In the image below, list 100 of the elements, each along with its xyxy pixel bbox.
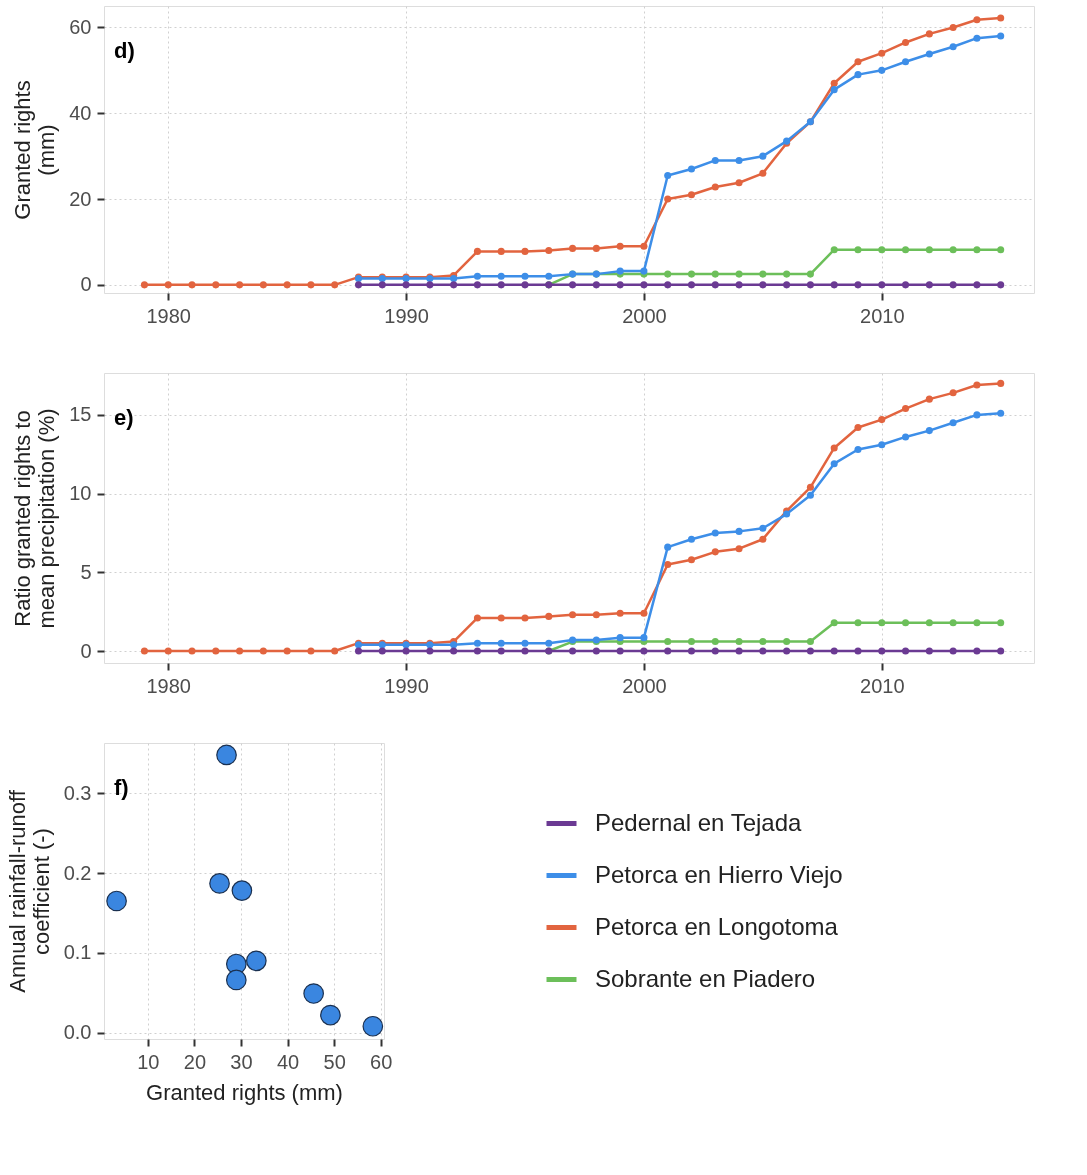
- point: [687, 535, 696, 543]
- point: [354, 647, 363, 655]
- point: [473, 639, 481, 647]
- x-axis-title: Granted rights (mm): [146, 1079, 343, 1105]
- point: [212, 647, 220, 655]
- point: [902, 433, 910, 441]
- point: [521, 647, 529, 655]
- point: [925, 30, 933, 38]
- y-tick-label: 0.2: [63, 861, 92, 884]
- point: [236, 281, 244, 289]
- point: [997, 647, 1005, 655]
- y-tick-label: 40: [69, 101, 92, 124]
- point: [783, 647, 791, 655]
- point: [735, 156, 743, 164]
- point: [497, 281, 505, 289]
- point: [711, 638, 719, 646]
- point: [616, 609, 624, 617]
- y-tick-label: 0.3: [63, 781, 92, 804]
- point: [616, 242, 624, 250]
- point: [225, 969, 247, 991]
- point: [711, 548, 719, 556]
- point: [878, 281, 886, 289]
- point: [473, 614, 481, 622]
- point: [664, 281, 672, 289]
- point: [783, 270, 791, 278]
- point: [711, 270, 719, 278]
- y-tick-label: 0: [80, 639, 92, 662]
- x-tick-label: 50: [323, 1050, 346, 1073]
- point: [830, 246, 838, 254]
- point: [664, 171, 672, 179]
- point: [830, 647, 838, 655]
- point: [735, 281, 743, 289]
- x-tick-label: 60: [370, 1050, 393, 1073]
- point: [902, 405, 910, 413]
- point: [973, 281, 981, 289]
- point: [545, 247, 553, 255]
- point: [925, 619, 933, 627]
- point: [783, 281, 791, 289]
- annotation: f): [114, 775, 129, 800]
- point: [759, 524, 767, 532]
- point: [973, 619, 981, 627]
- point: [925, 50, 933, 58]
- point: [854, 647, 862, 655]
- point: [664, 543, 672, 551]
- point: [307, 647, 315, 655]
- x-tick-label: 2010: [860, 674, 905, 697]
- point: [711, 156, 719, 164]
- point: [973, 246, 981, 254]
- x-tick-label: 40: [276, 1050, 300, 1073]
- point: [569, 611, 577, 619]
- point: [164, 647, 172, 655]
- point: [521, 281, 529, 289]
- point: [854, 246, 862, 254]
- point: [878, 441, 886, 449]
- point: [664, 270, 672, 278]
- point: [902, 38, 910, 46]
- point: [997, 281, 1005, 289]
- point: [902, 246, 910, 254]
- point: [236, 647, 244, 655]
- point: [320, 1004, 341, 1026]
- point: [830, 460, 838, 468]
- point: [949, 281, 957, 289]
- point: [497, 272, 505, 280]
- legend-label: Petorca en Longotoma: [595, 912, 839, 940]
- point: [188, 647, 196, 655]
- point: [569, 647, 577, 655]
- point: [949, 619, 957, 627]
- point: [664, 560, 672, 568]
- point: [640, 634, 648, 642]
- point: [106, 890, 127, 912]
- point: [925, 647, 933, 655]
- point: [164, 281, 172, 289]
- point: [878, 619, 886, 627]
- point: [902, 281, 910, 289]
- point: [545, 639, 553, 647]
- point: [473, 281, 481, 289]
- point: [283, 281, 291, 289]
- point: [902, 647, 910, 655]
- point: [473, 272, 481, 280]
- legend-label: Pedernal en Tejada: [595, 808, 803, 836]
- y-axis-title: Ratio granted rights to mean precipitation (%): [10, 408, 60, 629]
- point: [806, 491, 814, 499]
- point: [735, 545, 743, 553]
- point: [426, 281, 434, 289]
- point: [664, 638, 672, 646]
- point: [759, 647, 767, 655]
- point: [592, 647, 600, 655]
- point: [735, 270, 743, 278]
- point: [402, 647, 410, 655]
- point: [806, 638, 814, 646]
- point: [687, 556, 696, 564]
- y-axis-title: Annual rainfall-runoff coefficient (-): [4, 789, 54, 993]
- point: [592, 281, 600, 289]
- point: [473, 647, 481, 655]
- point: [616, 634, 624, 642]
- point: [362, 1015, 384, 1037]
- x-tick-label: 1980: [146, 304, 191, 327]
- point: [450, 647, 458, 655]
- point: [473, 247, 481, 255]
- point: [283, 647, 291, 655]
